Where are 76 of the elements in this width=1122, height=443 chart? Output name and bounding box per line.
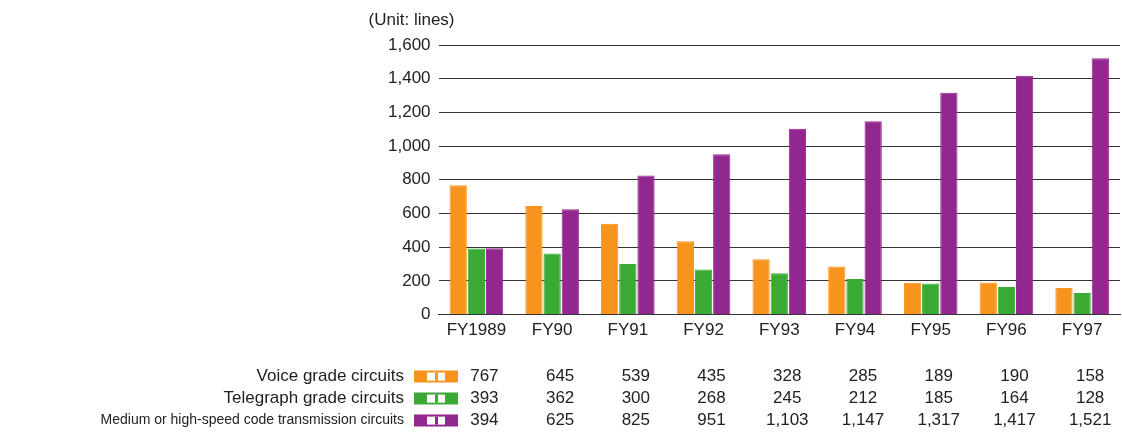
data-label: 328 bbox=[773, 366, 802, 386]
data-label: 164 bbox=[1000, 388, 1029, 408]
y-tick-label: 600 bbox=[402, 203, 431, 223]
bar bbox=[846, 278, 864, 315]
data-label: 128 bbox=[1075, 388, 1105, 408]
data-label: 645 bbox=[545, 366, 575, 386]
bar bbox=[637, 175, 655, 315]
bar bbox=[676, 241, 695, 315]
bar bbox=[449, 185, 467, 315]
x-tick-label: FY93 bbox=[758, 320, 800, 340]
bar bbox=[1015, 75, 1034, 315]
y-tick-label: 400 bbox=[402, 236, 431, 256]
data-label: 212 bbox=[848, 388, 878, 408]
x-tick-label: FY97 bbox=[1061, 320, 1103, 340]
bar bbox=[485, 248, 504, 315]
x-tick-label: FY90 bbox=[531, 320, 573, 340]
y-tick-label: 1,400 bbox=[387, 68, 431, 88]
data-label: 190 bbox=[1000, 366, 1029, 386]
data-label: 951 bbox=[697, 410, 726, 430]
bar bbox=[694, 269, 713, 315]
data-label: 393 bbox=[470, 388, 499, 408]
x-tick-label: FY96 bbox=[986, 320, 1027, 340]
data-label: 1,317 bbox=[917, 410, 960, 430]
data-label: 185 bbox=[924, 388, 953, 408]
data-label: 1,417 bbox=[993, 410, 1036, 430]
bar bbox=[922, 283, 940, 315]
y-tick-label: 1,600 bbox=[387, 34, 431, 54]
data-label: 268 bbox=[697, 388, 726, 408]
bar bbox=[1073, 293, 1091, 315]
legend-label: Medium or high-speed code transmission circuits bbox=[100, 411, 404, 428]
bar bbox=[601, 223, 619, 315]
x-tick-label: FY92 bbox=[683, 320, 724, 340]
bar bbox=[543, 253, 561, 315]
x-tick-label: FY91 bbox=[607, 320, 649, 340]
y-tick-label: 1,000 bbox=[387, 135, 431, 155]
data-label: 285 bbox=[848, 366, 878, 386]
bar bbox=[525, 205, 543, 315]
bar bbox=[940, 92, 958, 315]
bar bbox=[1091, 58, 1109, 315]
data-label: 539 bbox=[621, 366, 651, 386]
bar bbox=[713, 154, 731, 315]
data-label: 189 bbox=[924, 366, 953, 386]
bar bbox=[788, 128, 807, 315]
bar bbox=[619, 264, 637, 315]
legend-label: Voice grade circuits bbox=[256, 366, 404, 386]
y-tick-label: 200 bbox=[402, 270, 431, 290]
data-label: 825 bbox=[621, 410, 651, 430]
bar bbox=[979, 282, 997, 315]
bar bbox=[561, 209, 579, 315]
y-tick-label: 0 bbox=[421, 304, 431, 324]
x-tick-label: FY95 bbox=[910, 320, 952, 340]
data-label: 245 bbox=[773, 388, 802, 408]
bar bbox=[1055, 287, 1073, 315]
data-label: 1,521 bbox=[1068, 410, 1112, 430]
data-label: 1,103 bbox=[766, 410, 809, 430]
bar bbox=[903, 282, 922, 315]
data-label: 435 bbox=[697, 366, 726, 386]
x-tick-label: FY1989 bbox=[446, 320, 507, 340]
x-tick-label: FY94 bbox=[834, 320, 876, 340]
bar bbox=[770, 273, 788, 315]
data-label: 767 bbox=[470, 366, 499, 386]
y-tick-label: 800 bbox=[402, 169, 431, 189]
bar bbox=[864, 121, 882, 315]
legend-label: Telegraph grade circuits bbox=[223, 388, 404, 408]
data-label: 300 bbox=[621, 388, 651, 408]
data-label: 158 bbox=[1075, 366, 1105, 386]
data-label: 625 bbox=[545, 410, 575, 430]
y-tick-label: 1,200 bbox=[387, 102, 431, 122]
bar bbox=[828, 266, 846, 315]
bar bbox=[467, 248, 486, 315]
bar bbox=[997, 286, 1016, 315]
data-label: 362 bbox=[545, 388, 575, 408]
data-label: 1,147 bbox=[841, 410, 885, 430]
data-label: 394 bbox=[470, 410, 499, 430]
y-axis-title: (Unit: lines) bbox=[368, 9, 455, 29]
bar bbox=[752, 259, 770, 315]
